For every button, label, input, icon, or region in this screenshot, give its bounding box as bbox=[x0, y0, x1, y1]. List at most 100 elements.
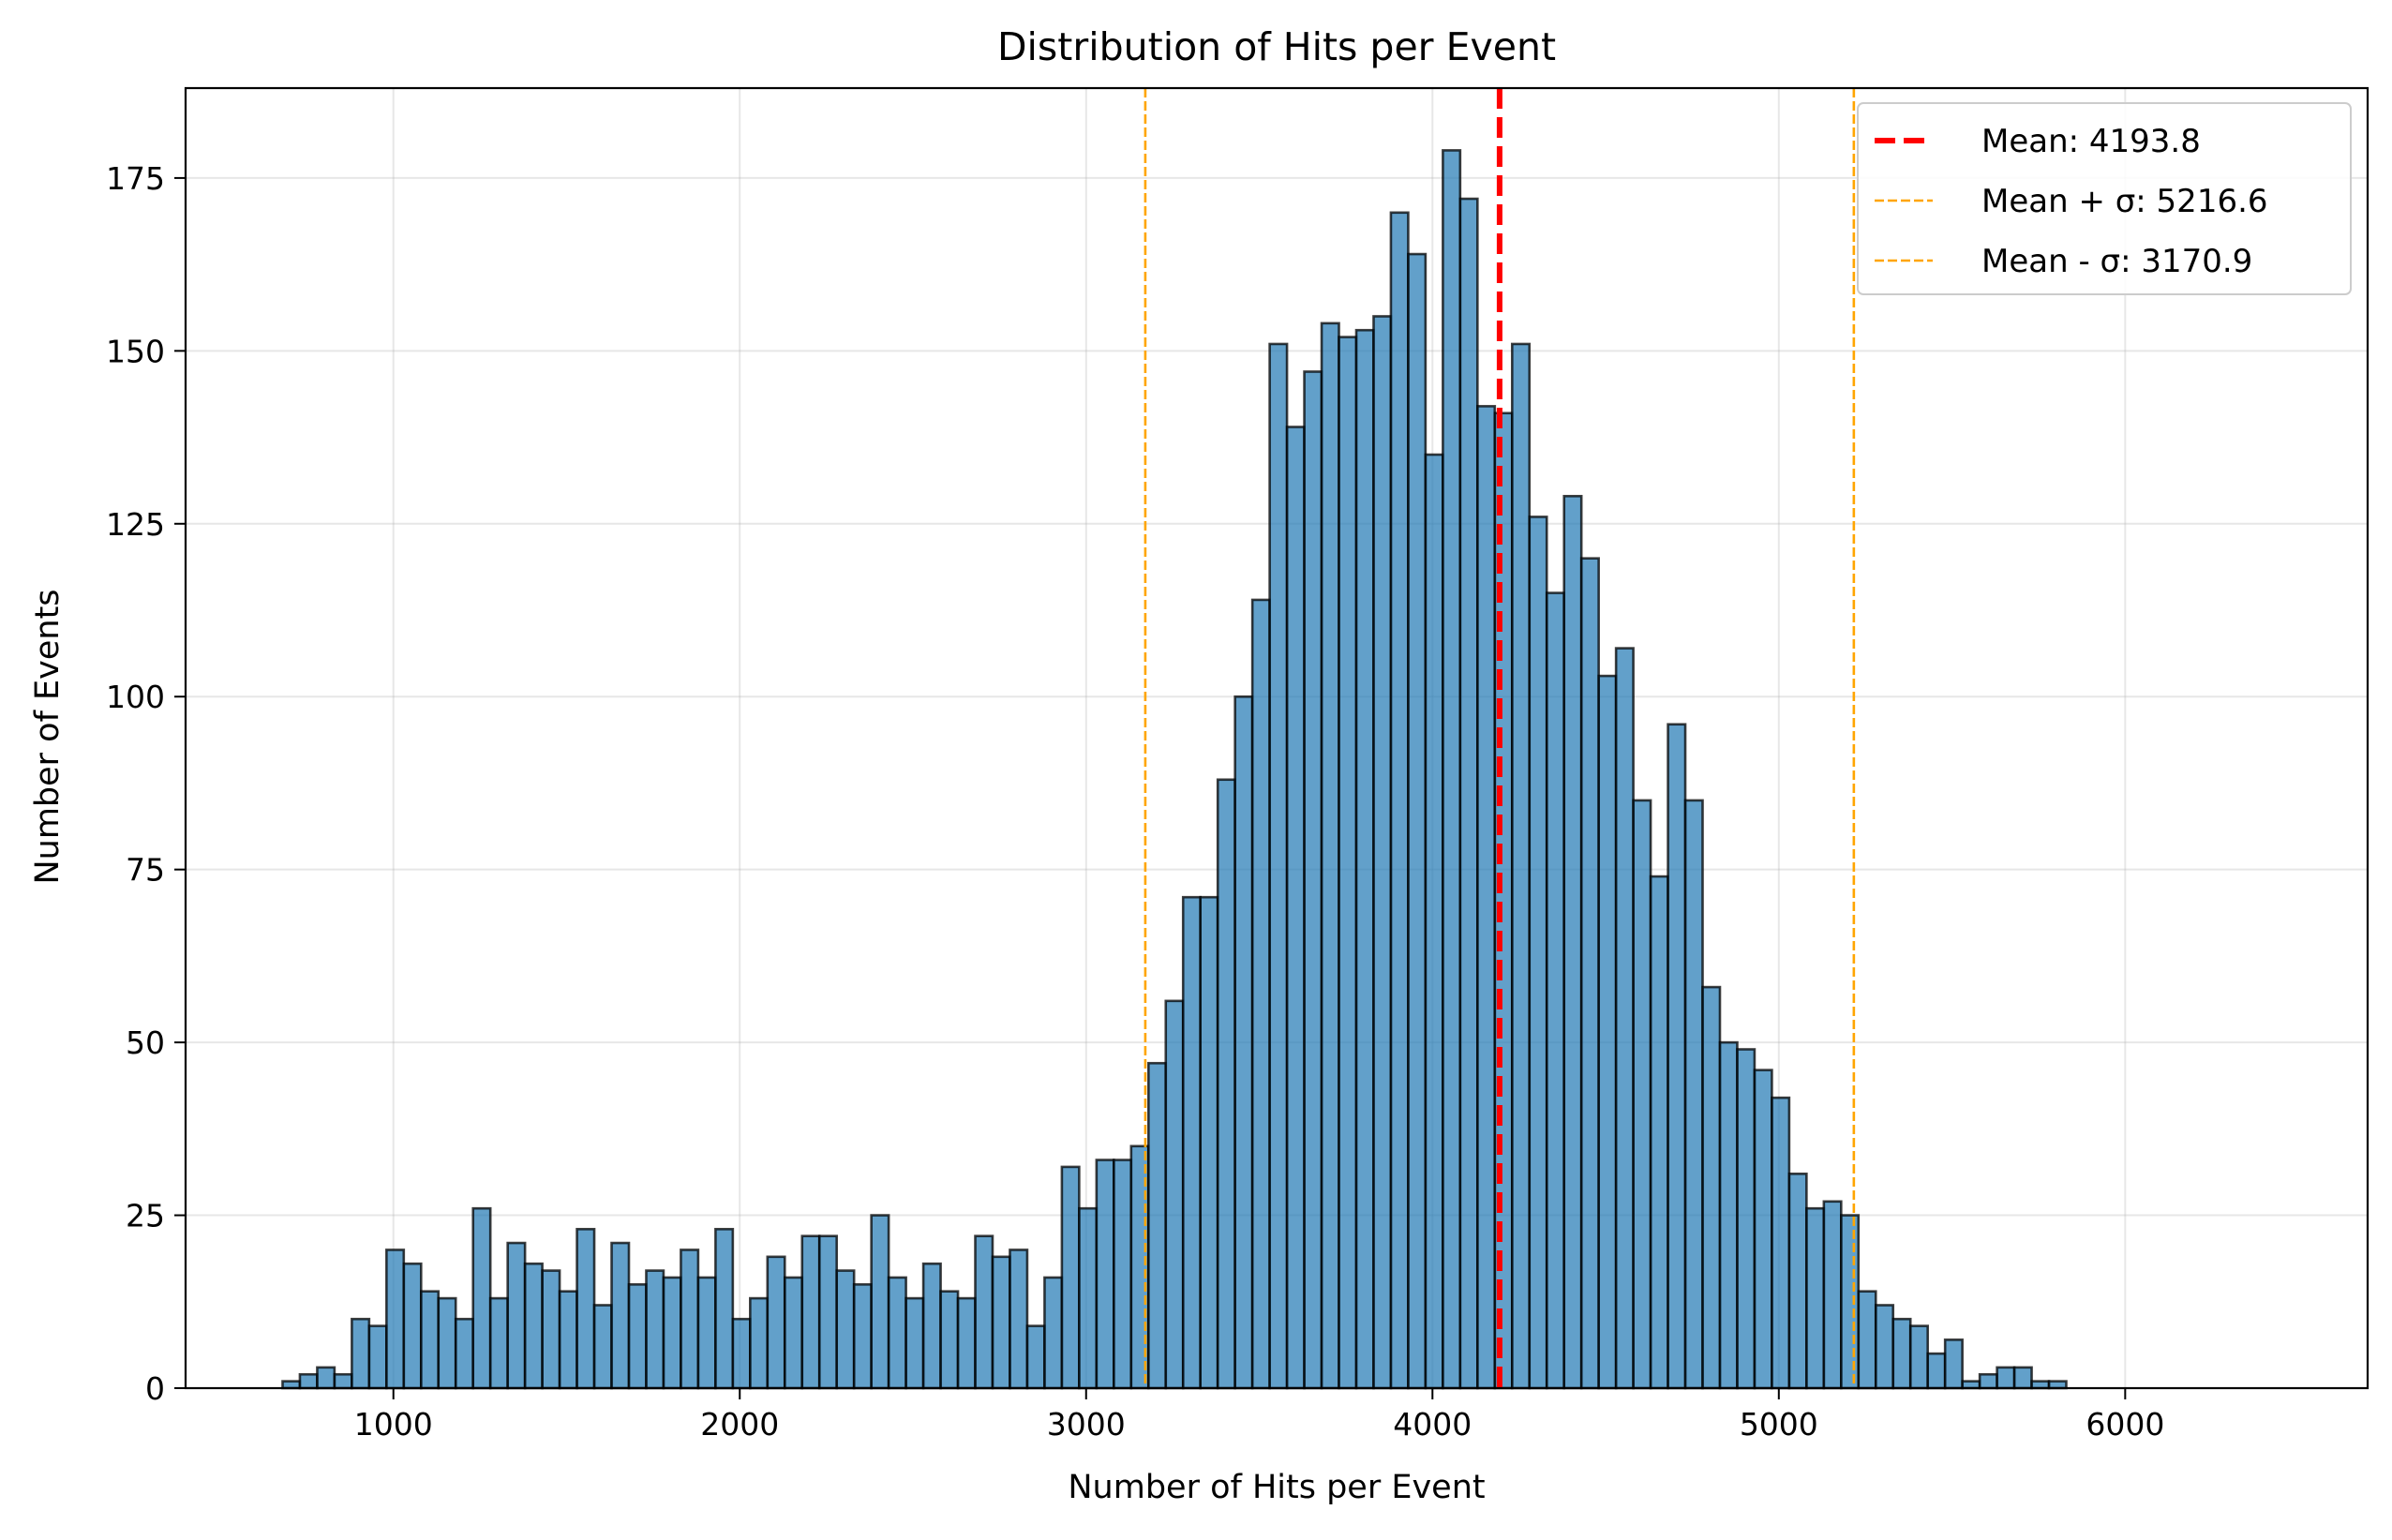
histogram-bar-14 bbox=[523, 1262, 544, 1390]
histogram-bar-42 bbox=[1009, 1248, 1029, 1390]
histogram-bar-80 bbox=[1667, 723, 1687, 1390]
histogram-bar-94 bbox=[1908, 1324, 1930, 1390]
histogram-bar-72 bbox=[1528, 516, 1548, 1390]
histogram-bar-74 bbox=[1562, 494, 1583, 1390]
histogram-bar-32 bbox=[835, 1269, 856, 1390]
histogram-bar-92 bbox=[1874, 1304, 1895, 1390]
histogram-bar-89 bbox=[1822, 1200, 1843, 1390]
y-tick-label-7: 175 bbox=[106, 160, 165, 197]
histogram-bar-54 bbox=[1216, 778, 1236, 1390]
histogram-bar-31 bbox=[817, 1234, 839, 1390]
histogram-bar-41 bbox=[991, 1255, 1011, 1390]
y-tick-label-2: 50 bbox=[126, 1024, 165, 1061]
y-tick-label-4: 100 bbox=[106, 679, 165, 715]
plot-area-frame bbox=[184, 86, 2370, 1390]
y-tick-label-6: 150 bbox=[106, 333, 165, 369]
legend-label-1: Mean + σ: 5216.6 bbox=[1981, 183, 2268, 220]
histogram-bar-13 bbox=[506, 1241, 527, 1390]
x-tick-label-3: 4000 bbox=[1393, 1406, 1472, 1443]
histogram-bar-8 bbox=[419, 1290, 441, 1390]
histogram-bar-95 bbox=[1926, 1352, 1947, 1390]
histogram-bar-56 bbox=[1250, 598, 1271, 1390]
histogram-bar-97 bbox=[1961, 1380, 1981, 1390]
x-tick-label-4: 5000 bbox=[1740, 1406, 1818, 1443]
histogram-bar-40 bbox=[974, 1234, 994, 1390]
histogram-bar-1 bbox=[298, 1372, 319, 1390]
histogram-bar-15 bbox=[541, 1269, 561, 1390]
histogram-bar-45 bbox=[1060, 1165, 1081, 1390]
histogram-bar-37 bbox=[921, 1262, 942, 1390]
y-tick-label-0: 0 bbox=[145, 1370, 165, 1407]
histogram-bar-20 bbox=[627, 1283, 648, 1390]
histogram-bar-71 bbox=[1510, 342, 1532, 1390]
histogram-bar-26 bbox=[731, 1317, 752, 1390]
histogram-bar-2 bbox=[316, 1366, 336, 1390]
histogram-bar-79 bbox=[1649, 875, 1669, 1390]
histogram-bar-9 bbox=[437, 1296, 457, 1390]
histogram-bar-28 bbox=[766, 1255, 786, 1390]
histogram-bar-35 bbox=[887, 1276, 907, 1390]
histogram-bar-73 bbox=[1545, 591, 1566, 1390]
x-axis-label: Number of Hits per Event bbox=[1068, 1469, 1485, 1506]
histogram-bar-39 bbox=[956, 1296, 977, 1390]
histogram-bar-17 bbox=[576, 1228, 596, 1390]
histogram-bar-76 bbox=[1597, 674, 1618, 1390]
histogram-bar-4 bbox=[351, 1317, 371, 1390]
histogram-bar-101 bbox=[2030, 1380, 2051, 1390]
histogram-bar-99 bbox=[1996, 1366, 2016, 1390]
histogram-bar-83 bbox=[1718, 1040, 1739, 1390]
histogram-bar-3 bbox=[333, 1372, 353, 1390]
x-tick-label-2: 3000 bbox=[1047, 1406, 1126, 1443]
histogram-bar-67 bbox=[1442, 149, 1462, 1390]
histogram-bar-18 bbox=[592, 1304, 613, 1390]
histogram-bar-21 bbox=[645, 1269, 665, 1390]
histogram-bar-6 bbox=[385, 1248, 406, 1390]
legend: Mean: 4193.8 Mean + σ: 5216.6 Mean - σ: 31… bbox=[1857, 102, 2352, 295]
y-tick-label-3: 75 bbox=[126, 852, 165, 889]
histogram-bar-7 bbox=[402, 1262, 423, 1390]
histogram-bar-29 bbox=[783, 1276, 804, 1390]
histogram-bar-23 bbox=[680, 1248, 700, 1390]
histogram-bar-60 bbox=[1320, 321, 1340, 1390]
x-tick-label-5: 6000 bbox=[2086, 1406, 2164, 1443]
histogram-bar-90 bbox=[1840, 1214, 1861, 1390]
histogram-bar-16 bbox=[558, 1290, 578, 1390]
histogram-bar-51 bbox=[1164, 999, 1185, 1390]
histogram-bar-43 bbox=[1025, 1324, 1046, 1390]
histogram-bar-55 bbox=[1233, 695, 1254, 1390]
legend-box bbox=[1857, 102, 2352, 295]
x-tick-label-1: 2000 bbox=[700, 1406, 779, 1443]
histogram-bars bbox=[281, 149, 2068, 1390]
histogram-bar-61 bbox=[1338, 336, 1358, 1390]
y-tick-label-5: 125 bbox=[106, 506, 165, 543]
chart-title: Distribution of Hits per Event bbox=[997, 24, 1556, 69]
reference-lines bbox=[1144, 88, 1856, 1388]
histogram-bar-84 bbox=[1736, 1048, 1757, 1390]
histogram-bar-86 bbox=[1771, 1096, 1791, 1390]
legend-label-2: Mean - σ: 3170.9 bbox=[1981, 243, 2252, 280]
histogram-bar-19 bbox=[610, 1241, 631, 1390]
histogram-bar-25 bbox=[714, 1228, 735, 1390]
histogram-bar-77 bbox=[1614, 647, 1635, 1390]
histogram-bar-0 bbox=[281, 1380, 302, 1390]
histogram-bar-78 bbox=[1632, 799, 1652, 1390]
histogram-bar-27 bbox=[749, 1296, 770, 1390]
histogram-bar-98 bbox=[1978, 1372, 1998, 1390]
histogram-bar-12 bbox=[488, 1296, 509, 1390]
histogram-bar-38 bbox=[939, 1290, 960, 1390]
histogram-bar-100 bbox=[2012, 1366, 2033, 1390]
histogram-bar-30 bbox=[800, 1234, 821, 1390]
histogram-bar-22 bbox=[662, 1276, 682, 1390]
histogram-bar-69 bbox=[1476, 405, 1497, 1390]
histogram-bar-65 bbox=[1407, 252, 1428, 1390]
histogram-bar-66 bbox=[1424, 453, 1444, 1390]
histogram-bar-59 bbox=[1303, 370, 1323, 1390]
x-tick-label-0: 1000 bbox=[354, 1406, 433, 1443]
histogram-bar-102 bbox=[2047, 1380, 2068, 1390]
histogram-bar-48 bbox=[1113, 1159, 1133, 1390]
y-tick-label-1: 25 bbox=[126, 1198, 165, 1234]
histogram-bar-96 bbox=[1943, 1338, 1964, 1390]
histogram-bar-5 bbox=[367, 1324, 388, 1390]
